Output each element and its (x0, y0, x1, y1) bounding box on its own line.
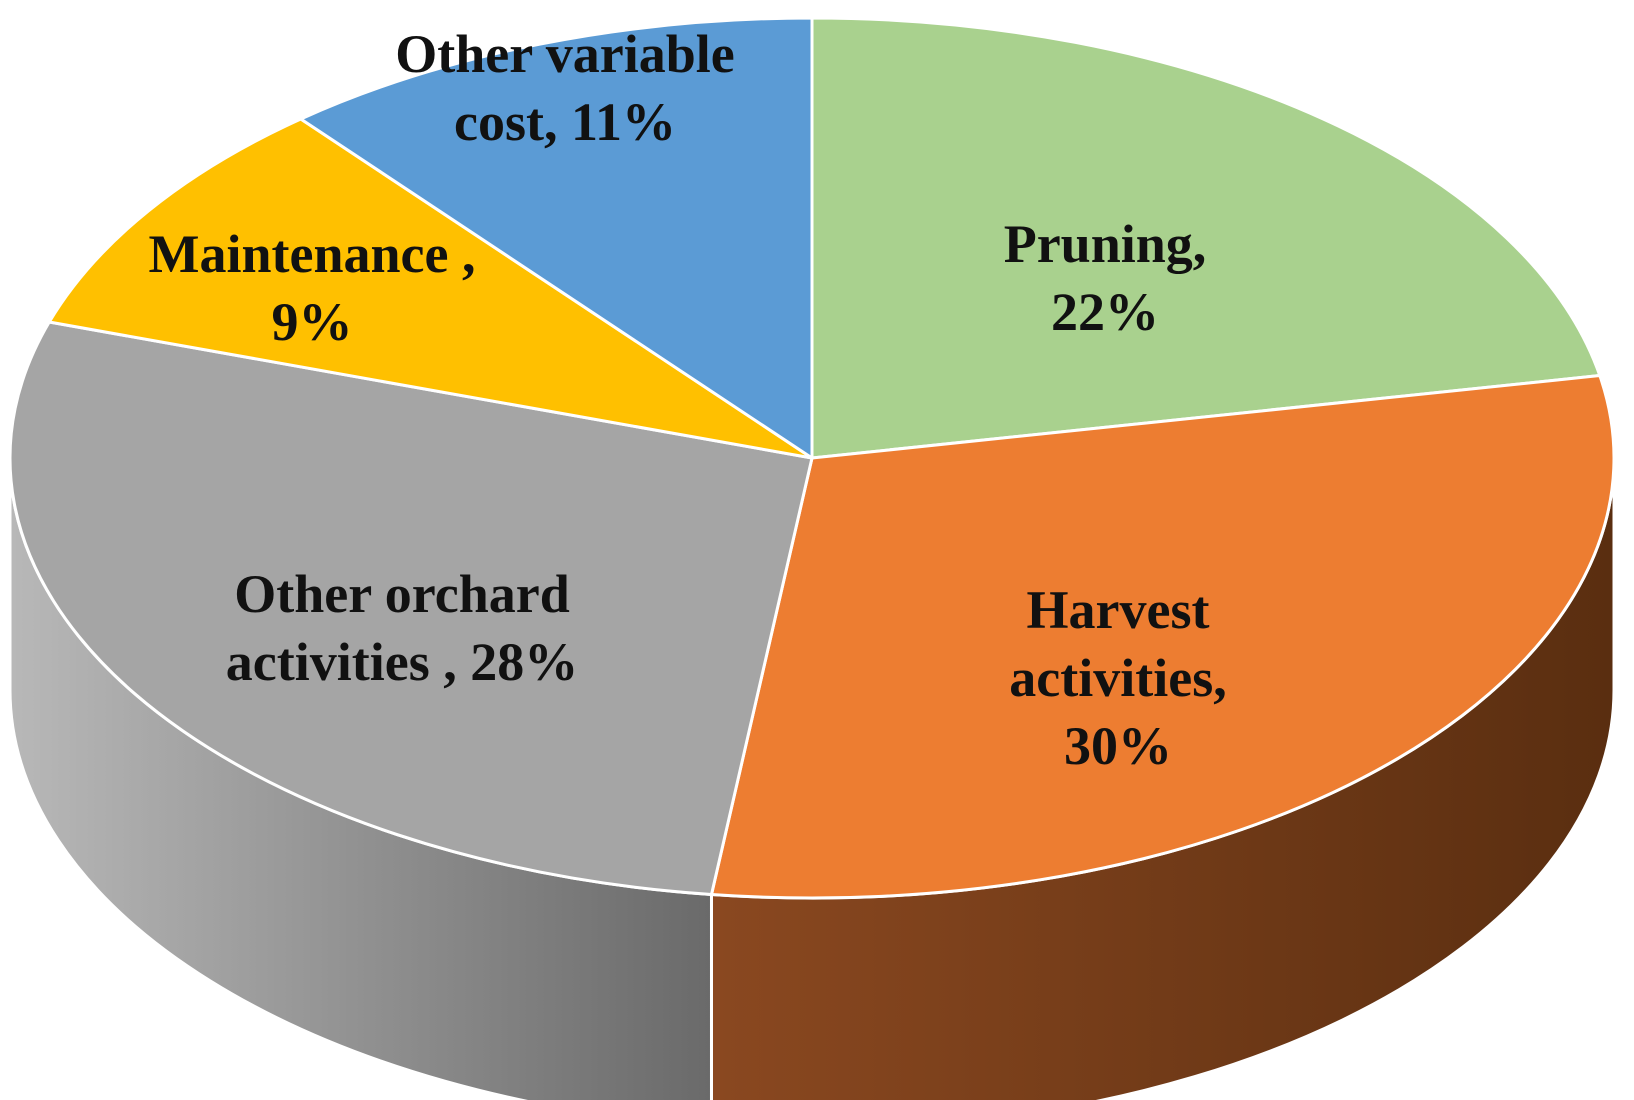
pie-label-line: cost, 11% (454, 92, 676, 152)
pie-label-line: Harvest (1027, 580, 1210, 640)
pie-slice-other-orchard-activities (8, 320, 814, 897)
pie-label-line: 30% (1064, 716, 1172, 776)
pie-slice-harvest-activities (709, 374, 1616, 900)
pie-label-line: 9% (272, 292, 353, 352)
pie-label-harvest-activities: Harvest activities, 30% (1009, 580, 1226, 776)
pie-label-line: 22% (1051, 282, 1159, 342)
pie-label-other-variable-cost: Other variable cost, 11% (395, 24, 734, 152)
pie-label-line: activities , 28% (226, 632, 578, 692)
pie-label-pruning: Pruning, 22% (1004, 214, 1207, 342)
pie-label-line: Pruning, (1004, 214, 1207, 274)
pie-label-other-orchard-activities: Other orchard activities , 28% (226, 564, 578, 692)
pie-slice-maintenance (47, 117, 814, 460)
pie-label-line: Other variable (395, 24, 734, 84)
pie-label-line: activities, (1009, 648, 1226, 708)
pie-labels: Pruning, 22% Harvest activities, 30% Other or… (149, 24, 1227, 776)
pie-slice-pruning (810, 16, 1602, 460)
pie-label-line: Other orchard (234, 564, 569, 624)
pie-slice-other-variable-cost (299, 16, 814, 460)
pie-label-maintenance: Maintenance , 9% (149, 224, 476, 352)
pie-slices (8, 16, 1616, 900)
pie-label-line: Maintenance , (149, 224, 476, 284)
